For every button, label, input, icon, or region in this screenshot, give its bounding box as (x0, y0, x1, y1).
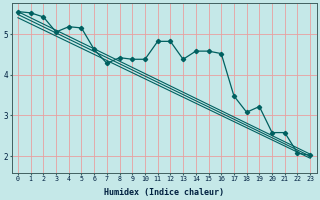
X-axis label: Humidex (Indice chaleur): Humidex (Indice chaleur) (104, 188, 224, 197)
